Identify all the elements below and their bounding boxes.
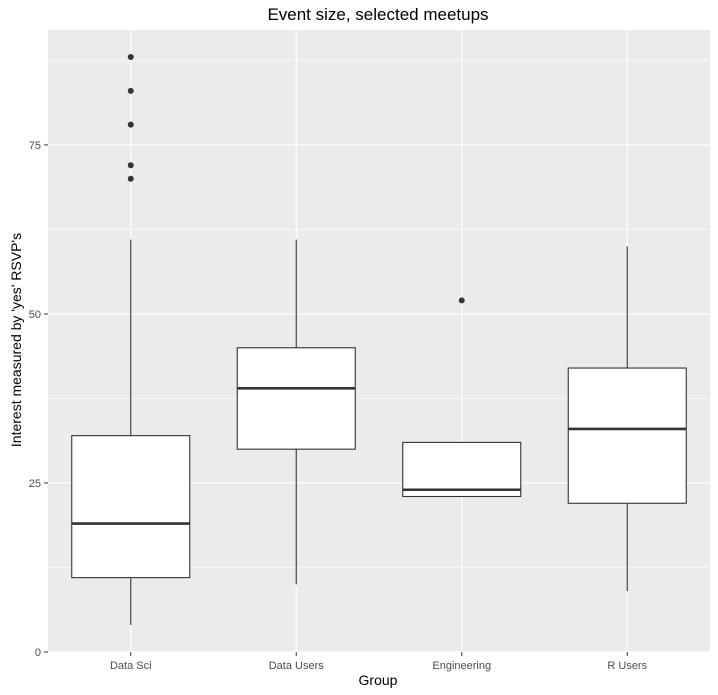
outlier-point [127,54,134,61]
y-tick-label: 50 [29,309,41,321]
iqr-box [71,435,191,579]
box-r-users [567,246,687,592]
outlier-point [458,297,465,304]
y-axis-title: Interest measured by 'yes' RSVP's [8,233,24,447]
outlier-point [127,121,134,128]
y-axis: 0 25 50 75 [29,140,48,659]
x-tick-label: R Users [607,660,647,672]
boxes-layer [71,54,687,625]
x-tick-label: Data Sci [110,660,152,672]
x-tick-label: Data Users [269,660,325,672]
box-data-sci [71,54,191,625]
iqr-box [236,347,356,450]
outlier-point [127,175,134,182]
y-tick-label: 25 [29,478,41,490]
y-tick-label: 0 [35,647,41,659]
x-tick-label: Engineering [432,660,491,672]
iqr-box [567,367,687,504]
outlier-point [127,162,134,169]
y-tick-label: 75 [29,140,41,152]
iqr-box [402,441,522,498]
chart-title: Event size, selected meetups [267,5,488,24]
x-axis-title: Group [359,672,398,688]
box-data-users [236,239,356,585]
x-axis: Data Sci Data Users Engineering R Users [110,652,648,672]
box-engineering [402,297,522,498]
outlier-point [127,87,134,94]
